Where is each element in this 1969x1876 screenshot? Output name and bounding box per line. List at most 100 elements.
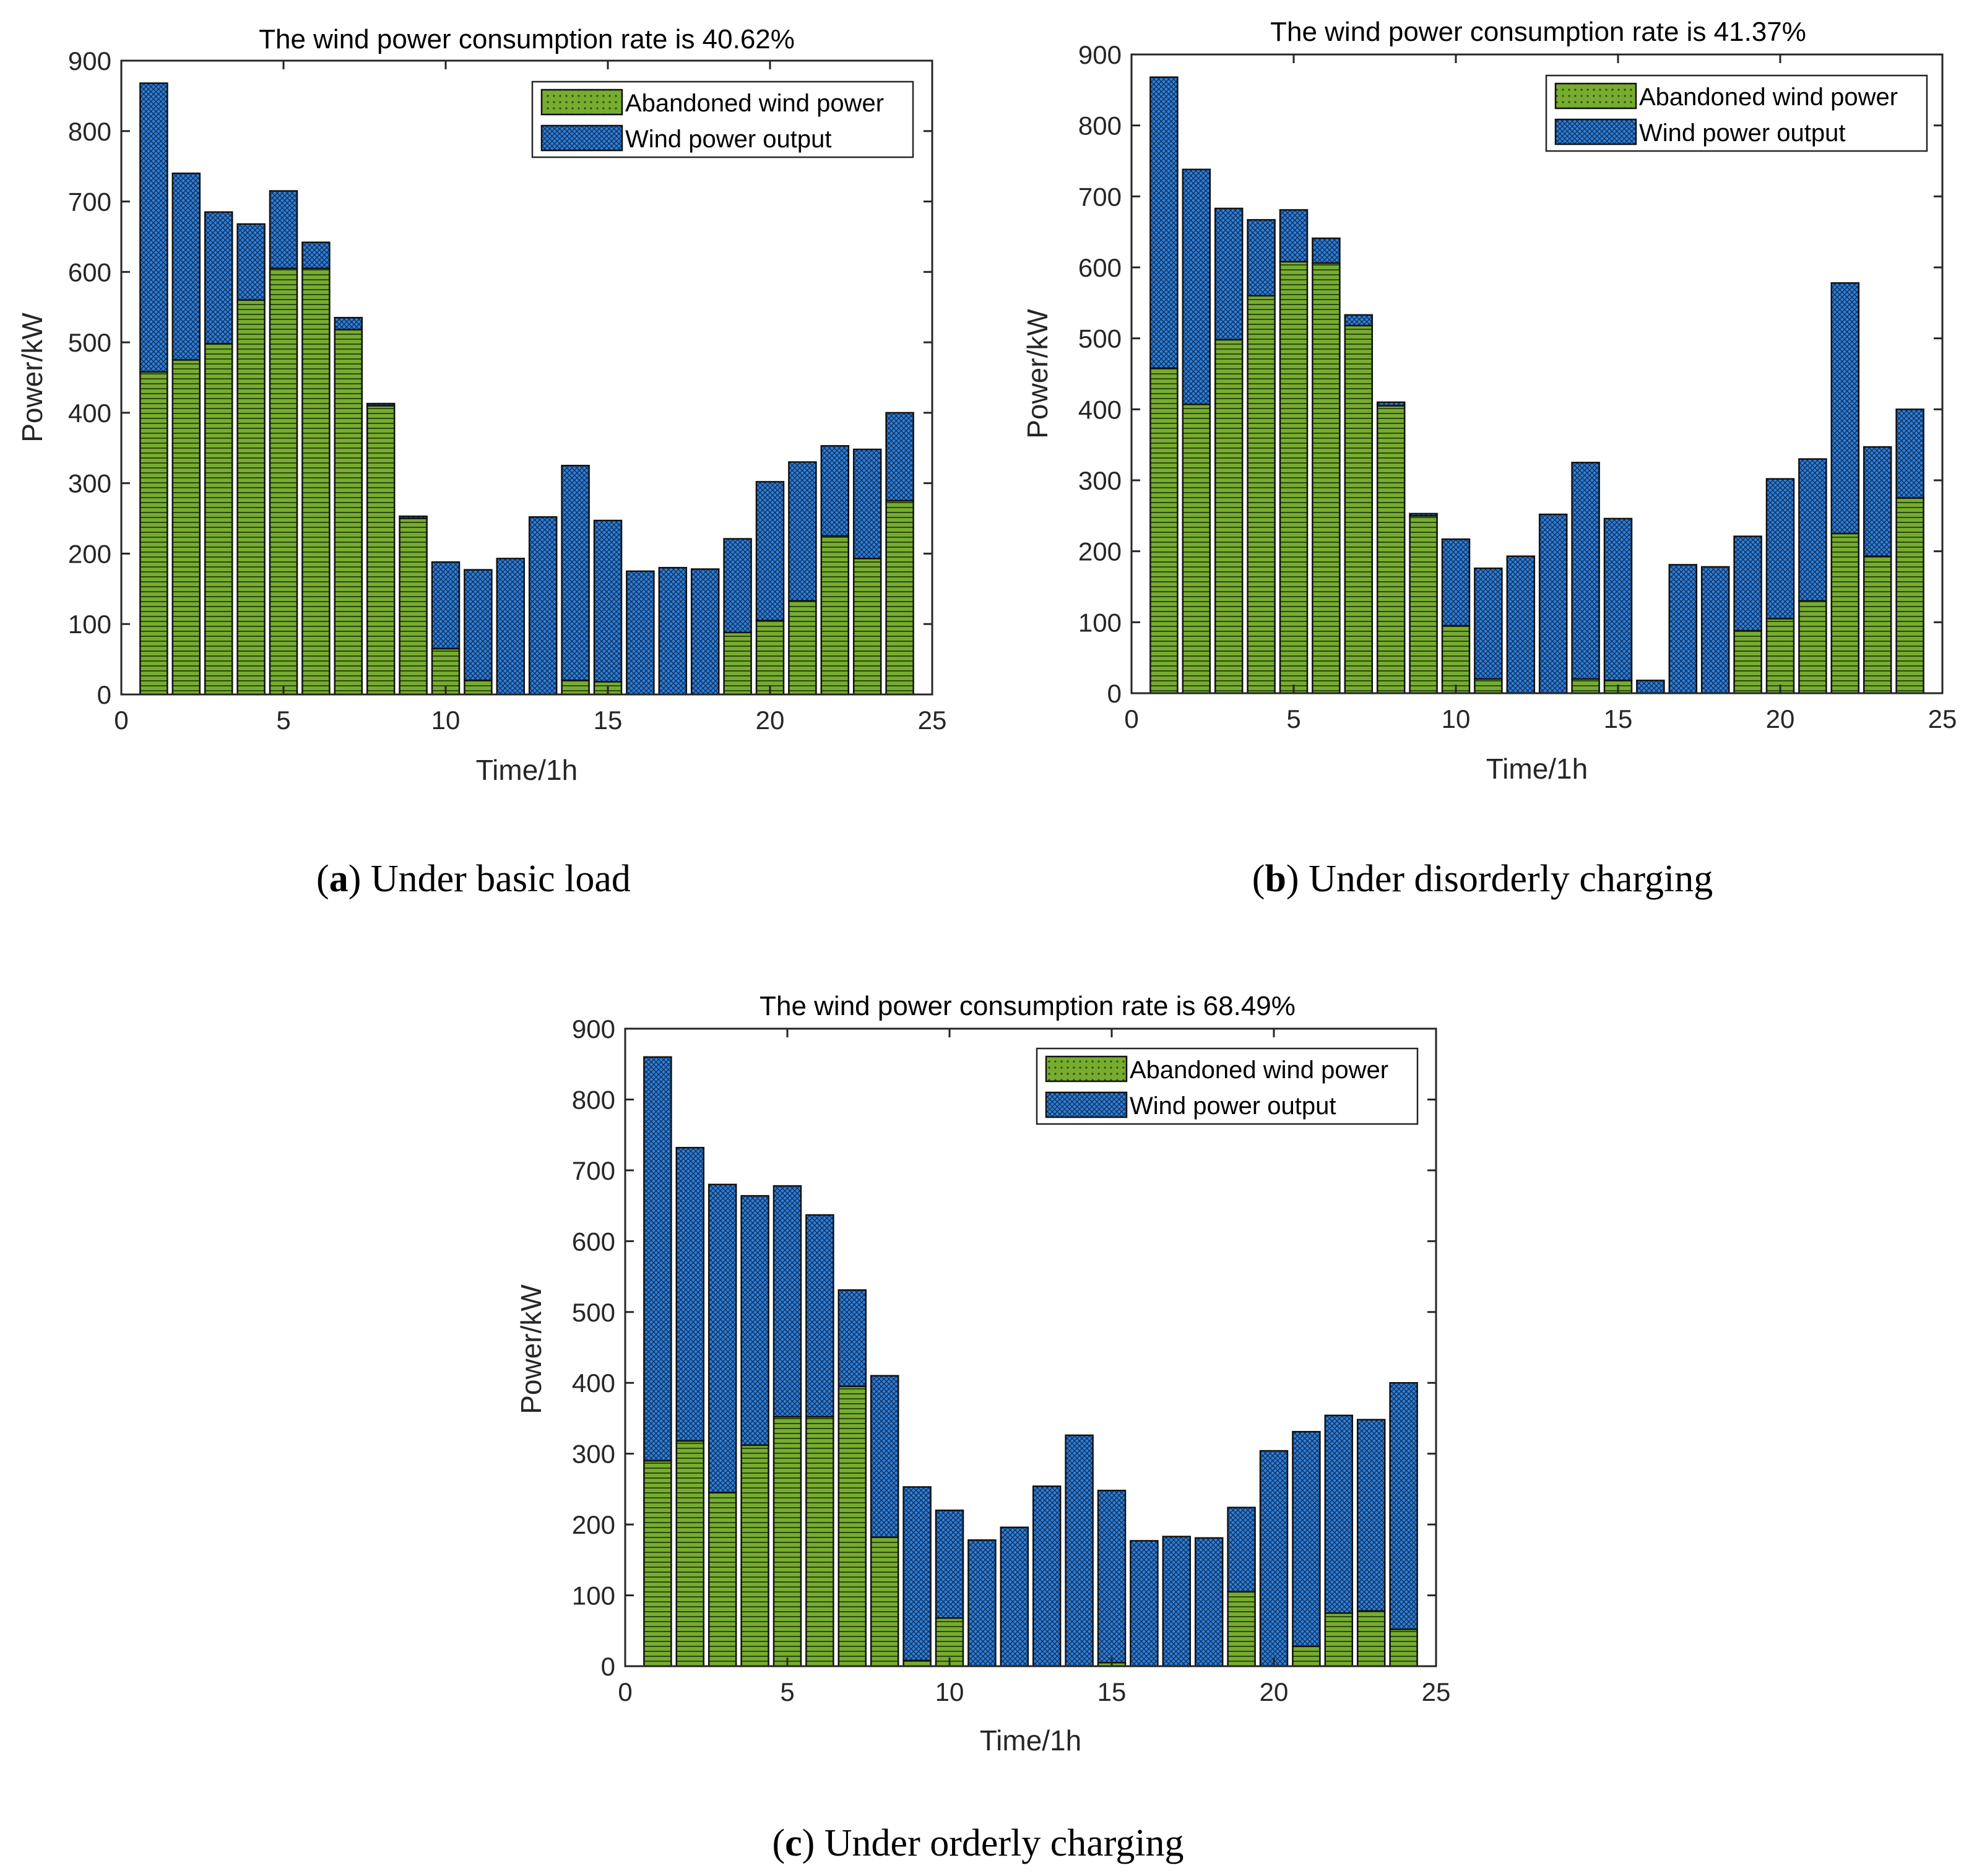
chart-c-legend-swatch-abandoned xyxy=(1045,1055,1128,1083)
chart-c-xtick-label: 5 xyxy=(780,1677,794,1706)
chart-c-abandoned-bar-4 xyxy=(740,1444,769,1667)
chart-a-output-bar-3 xyxy=(204,211,233,345)
chart-b-output-bar-2 xyxy=(1182,168,1211,405)
chart-a-output-bar-11 xyxy=(464,569,493,681)
chart-a-caption-letter: a xyxy=(329,858,348,900)
chart-b-abandoned-bar-20 xyxy=(1765,618,1795,694)
chart-a-legend-label-output: Wind power output xyxy=(625,126,832,153)
chart-b-output-bar-19 xyxy=(1733,535,1762,632)
chart-c-ytick-label: 500 xyxy=(572,1298,615,1327)
chart-b-abandoned-bar-8 xyxy=(1376,405,1406,694)
chart-c-output-bar-18 xyxy=(1194,1537,1224,1667)
chart-b: The wind power consumption rate is 41.37… xyxy=(1021,17,1957,900)
chart-b-bars xyxy=(1149,76,1924,694)
chart-c-abandoned-bar-3 xyxy=(708,1492,737,1667)
chart-b-output-bar-15 xyxy=(1603,517,1633,681)
chart-a-output-bar-23 xyxy=(852,448,882,560)
chart-c-output-bar-5 xyxy=(772,1185,802,1418)
chart-b-output-bar-18 xyxy=(1700,566,1730,694)
chart-a-caption-text: Under basic load xyxy=(371,858,631,900)
chart-a-xtick-label: 10 xyxy=(431,706,461,735)
chart-a-ytick-label: 700 xyxy=(68,188,111,217)
chart-a-output-bar-18 xyxy=(690,568,720,696)
chart-b-output-bar-11 xyxy=(1474,567,1503,680)
chart-c-output-bar-1 xyxy=(643,1056,672,1462)
chart-b-output-bar-5 xyxy=(1279,209,1309,263)
chart-a-y-axis: 0 100 200 300 400 500 600 700 800 900 xyxy=(68,46,932,709)
chart-b-abandoned-bar-5 xyxy=(1279,261,1309,694)
chart-b-output-bar-14 xyxy=(1571,462,1600,680)
chart-b-output-bar-12 xyxy=(1506,555,1536,694)
chart-a-abandoned-bar-22 xyxy=(820,535,850,696)
chart-a-ytick-label: 800 xyxy=(68,117,111,146)
chart-b-xtick-label: 10 xyxy=(1442,704,1471,733)
chart-b-ytick-label: 700 xyxy=(1078,182,1122,211)
chart-b-output-bar-16 xyxy=(1636,680,1665,694)
chart-c-abandoned-bar-1 xyxy=(643,1459,672,1667)
chart-b-abandoned-bar-9 xyxy=(1409,515,1438,694)
chart-b-abandoned-bar-24 xyxy=(1895,497,1924,694)
chart-c-xtick-label: 20 xyxy=(1260,1677,1289,1706)
chart-b-output-bar-3 xyxy=(1214,207,1244,341)
chart-b-abandoned-bar-11 xyxy=(1474,678,1503,694)
chart-a-output-bar-14 xyxy=(561,464,590,681)
chart-b-output-bar-10 xyxy=(1441,538,1471,627)
chart-b-caption-text: Under disorderly charging xyxy=(1309,858,1713,900)
chart-b-xtick-label: 20 xyxy=(1766,704,1795,733)
chart-b-xtick-label: 0 xyxy=(1124,704,1138,733)
chart-a-ytick-label: 200 xyxy=(68,539,111,568)
chart-a-output-bar-16 xyxy=(626,570,655,696)
chart-a-abandoned-bar-24 xyxy=(885,499,914,696)
chart-b-ytick-label: 100 xyxy=(1078,608,1122,637)
chart-a-output-bar-10 xyxy=(431,561,461,650)
chart-c-abandoned-bar-19 xyxy=(1227,1591,1256,1667)
chart-a-output-bar-5 xyxy=(269,190,298,269)
chart-b-legend-swatch-output xyxy=(1554,118,1637,145)
chart-a-ytick-label: 100 xyxy=(68,610,111,639)
chart-b-xtick-label: 25 xyxy=(1928,704,1957,733)
chart-c-ytick-label: 900 xyxy=(572,1014,615,1044)
chart-c-output-bar-21 xyxy=(1292,1430,1321,1648)
chart-a-output-bar-7 xyxy=(334,317,363,331)
chart-a-abandoned-bar-2 xyxy=(171,359,201,696)
chart-a-abandoned-bar-21 xyxy=(788,600,817,696)
chart-c-abandoned-bar-23 xyxy=(1356,1610,1386,1667)
chart-a-output-bar-19 xyxy=(723,538,752,634)
chart-c-abandoned-bar-8 xyxy=(870,1536,899,1667)
chart-c-ytick-label: 400 xyxy=(572,1368,615,1398)
chart-a-abandoned-bar-9 xyxy=(399,517,428,696)
chart-a-output-bar-6 xyxy=(301,241,331,269)
chart-a-xlabel: Time/1h xyxy=(476,754,578,786)
chart-b-ytick-label: 300 xyxy=(1078,466,1122,495)
chart-c-output-bar-8 xyxy=(870,1375,899,1538)
chart-a-output-bar-13 xyxy=(528,516,558,696)
chart-b-legend-label-abandoned: Abandoned wind power xyxy=(1639,84,1898,111)
chart-b-abandoned-bar-3 xyxy=(1214,339,1244,694)
chart-b-ylabel: Power/kW xyxy=(1021,309,1054,439)
chart-c-output-bar-2 xyxy=(675,1147,705,1442)
chart-a-abandoned-bar-5 xyxy=(269,267,298,696)
chart-a-ytick-label: 600 xyxy=(68,257,111,287)
chart-b-x-axis: 0 5 10 15 20 25 xyxy=(1124,54,1957,733)
chart-a-abandoned-bar-3 xyxy=(204,343,233,696)
chart-a-output-bar-4 xyxy=(236,223,266,301)
chart-a-abandoned-bar-11 xyxy=(464,679,493,696)
chart-a-ytick-label: 400 xyxy=(68,399,111,428)
chart-a-title: The wind power consumption rate is 40.62… xyxy=(259,24,795,54)
chart-c-ytick-label: 0 xyxy=(601,1652,615,1681)
chart-a-legend-swatch-output xyxy=(540,124,623,152)
chart-a-ytick-label: 300 xyxy=(68,469,111,498)
chart-a-ylabel: Power/kW xyxy=(16,313,48,443)
chart-c-xlabel: Time/1h xyxy=(980,1724,1081,1757)
chart-a: The wind power consumption rate is 40.62… xyxy=(16,24,946,900)
chart-b-abandoned-bar-23 xyxy=(1863,555,1892,694)
chart-a-abandoned-bar-20 xyxy=(755,620,785,696)
chart-b-output-bar-1 xyxy=(1149,76,1179,370)
chart-c-output-bar-17 xyxy=(1162,1536,1192,1667)
chart-c-caption-text: Under orderly charging xyxy=(824,1822,1184,1864)
chart-c-xtick-label: 25 xyxy=(1422,1677,1451,1706)
chart-b-ytick-label: 800 xyxy=(1078,111,1122,140)
chart-b-caption-letter: b xyxy=(1265,858,1286,900)
chart-a-xtick-label: 15 xyxy=(594,706,623,735)
chart-b-output-bar-21 xyxy=(1798,458,1827,602)
